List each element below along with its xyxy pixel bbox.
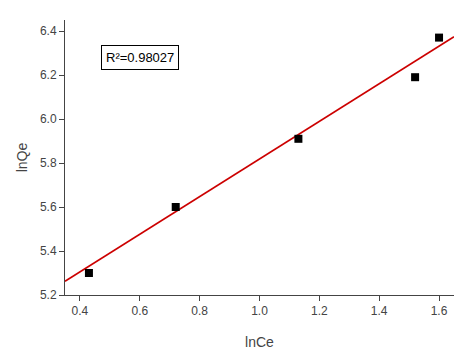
svg-text:lnQe: lnQe [14, 143, 30, 173]
svg-text:R²=0.98027: R²=0.98027 [106, 50, 174, 65]
svg-text:lnCe: lnCe [245, 334, 274, 350]
svg-text:5.6: 5.6 [40, 200, 57, 214]
svg-text:6.2: 6.2 [40, 68, 57, 82]
svg-text:1.0: 1.0 [251, 304, 268, 318]
svg-text:5.4: 5.4 [40, 244, 57, 258]
svg-text:5.2: 5.2 [40, 288, 57, 302]
svg-text:5.8: 5.8 [40, 156, 57, 170]
svg-text:0.8: 0.8 [191, 304, 208, 318]
svg-text:1.2: 1.2 [311, 304, 328, 318]
svg-text:1.4: 1.4 [371, 304, 388, 318]
svg-text:0.6: 0.6 [131, 304, 148, 318]
svg-text:6.0: 6.0 [40, 112, 57, 126]
svg-text:1.6: 1.6 [431, 304, 448, 318]
svg-text:0.4: 0.4 [72, 304, 89, 318]
svg-text:6.4: 6.4 [40, 24, 57, 38]
